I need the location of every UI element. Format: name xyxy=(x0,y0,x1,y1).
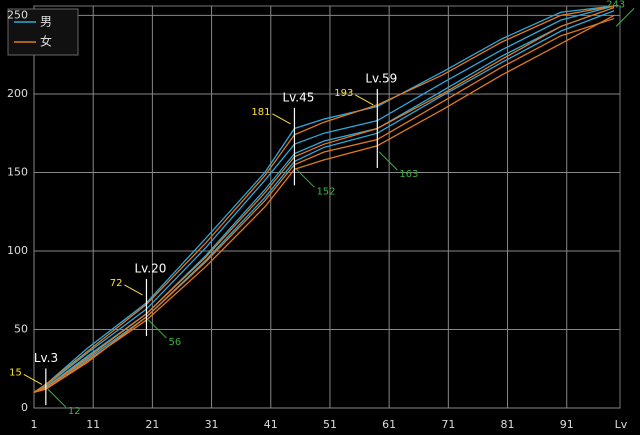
plot-area xyxy=(33,5,621,409)
legend-box xyxy=(7,8,79,56)
max-leader xyxy=(23,374,43,385)
x-tick-label: 71 xyxy=(441,418,455,431)
x-axis-label: Lv xyxy=(615,418,628,431)
min-leader xyxy=(615,8,635,27)
max-leader xyxy=(355,94,374,106)
legend-label: 男 xyxy=(40,15,52,29)
min-label: 163 xyxy=(399,169,418,180)
x-tick-label: 41 xyxy=(264,418,278,431)
max-label: 72 xyxy=(110,278,123,289)
x-tick-label: 1 xyxy=(31,418,38,431)
x-tick-label: 51 xyxy=(323,418,337,431)
y-tick-label: 150 xyxy=(7,165,28,178)
max-label: 193 xyxy=(334,88,353,99)
legend: 男女 xyxy=(7,8,79,56)
x-tick-label: 91 xyxy=(560,418,574,431)
level-label: Lv.59 xyxy=(365,71,397,85)
annotations: Lv.3 15 12 Lv.20 72 56 Lv.45 181 152 Lv.59 193 163 2… xyxy=(9,0,635,417)
level-label: Lv.45 xyxy=(282,90,314,104)
min-label: 243 xyxy=(606,0,625,10)
y-tick-label: 250 xyxy=(7,8,28,21)
max-leader xyxy=(124,284,143,296)
y-tick-label: 0 xyxy=(21,401,28,414)
min-leader xyxy=(296,168,315,188)
x-tick-label: 11 xyxy=(86,418,100,431)
min-leader xyxy=(378,151,398,171)
level-label: Lv.20 xyxy=(134,261,166,275)
y-tick-label: 50 xyxy=(14,322,28,335)
level-label: Lv.3 xyxy=(34,351,58,365)
max-leader xyxy=(272,113,291,125)
x-tick-label: 21 xyxy=(145,418,159,431)
min-label: 56 xyxy=(168,337,181,348)
min-leader xyxy=(148,319,167,339)
x-tick-label: 81 xyxy=(501,418,515,431)
x-tick-label: 61 xyxy=(382,418,396,431)
x-tick-label: 31 xyxy=(205,418,219,431)
min-label: 152 xyxy=(316,186,335,197)
max-label: 181 xyxy=(251,107,270,118)
y-tick-label: 200 xyxy=(7,87,28,100)
y-tick-label: 100 xyxy=(7,244,28,257)
min-leader xyxy=(47,388,67,408)
min-label: 12 xyxy=(68,406,81,417)
grid xyxy=(33,6,620,409)
max-label: 15 xyxy=(9,367,22,378)
legend-label: 女 xyxy=(40,34,52,49)
